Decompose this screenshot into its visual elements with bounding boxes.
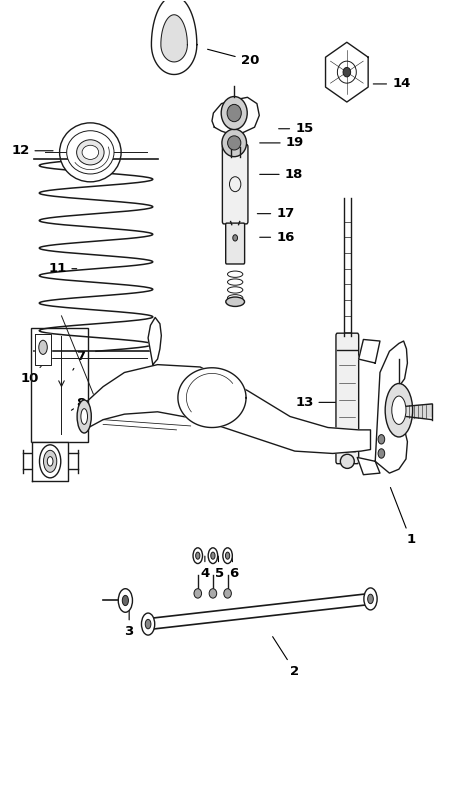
- Ellipse shape: [337, 61, 357, 83]
- Text: 19: 19: [260, 136, 304, 149]
- Text: 6: 6: [228, 556, 238, 580]
- Ellipse shape: [196, 552, 200, 559]
- Text: 10: 10: [20, 365, 42, 385]
- Ellipse shape: [211, 552, 215, 559]
- Ellipse shape: [364, 588, 377, 610]
- Text: 12: 12: [11, 144, 53, 157]
- Text: 7: 7: [73, 350, 86, 370]
- Polygon shape: [359, 339, 380, 363]
- Ellipse shape: [233, 235, 238, 241]
- Ellipse shape: [392, 396, 406, 424]
- FancyBboxPatch shape: [226, 223, 245, 264]
- Polygon shape: [406, 404, 432, 420]
- Ellipse shape: [378, 435, 385, 444]
- Ellipse shape: [226, 297, 245, 306]
- Ellipse shape: [60, 123, 121, 181]
- Ellipse shape: [340, 454, 354, 469]
- Ellipse shape: [77, 140, 104, 165]
- Ellipse shape: [122, 596, 129, 606]
- Ellipse shape: [209, 589, 217, 598]
- Polygon shape: [357, 458, 380, 475]
- Polygon shape: [151, 0, 197, 74]
- Ellipse shape: [81, 409, 88, 424]
- Text: 14: 14: [373, 77, 410, 91]
- Bar: [31, 327, 88, 442]
- Polygon shape: [84, 365, 370, 454]
- Ellipse shape: [82, 145, 99, 159]
- Ellipse shape: [39, 340, 47, 354]
- Ellipse shape: [228, 136, 241, 150]
- Text: 3: 3: [125, 610, 134, 638]
- Polygon shape: [212, 97, 259, 133]
- Ellipse shape: [224, 589, 231, 598]
- Ellipse shape: [367, 594, 373, 604]
- Text: 15: 15: [278, 122, 313, 135]
- Text: 18: 18: [260, 168, 303, 181]
- Ellipse shape: [194, 589, 201, 598]
- Text: 4: 4: [200, 556, 209, 580]
- Ellipse shape: [221, 96, 247, 129]
- Text: 2: 2: [273, 637, 299, 678]
- Text: 16: 16: [260, 230, 295, 244]
- Ellipse shape: [226, 552, 230, 559]
- Ellipse shape: [385, 383, 413, 437]
- Polygon shape: [161, 15, 188, 62]
- Ellipse shape: [222, 129, 247, 157]
- Ellipse shape: [43, 451, 57, 473]
- Text: 9: 9: [40, 454, 52, 472]
- FancyBboxPatch shape: [336, 333, 359, 464]
- Ellipse shape: [193, 548, 202, 563]
- Text: 20: 20: [208, 49, 259, 67]
- Ellipse shape: [227, 104, 241, 122]
- Polygon shape: [326, 43, 368, 102]
- Ellipse shape: [378, 449, 385, 458]
- Text: 8: 8: [71, 398, 86, 410]
- Polygon shape: [148, 317, 161, 365]
- Polygon shape: [178, 368, 246, 428]
- Polygon shape: [35, 334, 50, 365]
- Polygon shape: [375, 341, 407, 473]
- Ellipse shape: [208, 548, 218, 563]
- Ellipse shape: [118, 589, 132, 612]
- Ellipse shape: [223, 548, 232, 563]
- Text: 17: 17: [258, 208, 295, 220]
- Ellipse shape: [77, 400, 91, 433]
- Ellipse shape: [343, 67, 351, 77]
- Text: 11: 11: [48, 262, 77, 275]
- Ellipse shape: [40, 445, 61, 478]
- Text: 1: 1: [390, 488, 415, 547]
- Ellipse shape: [67, 131, 114, 174]
- Polygon shape: [32, 442, 68, 481]
- FancyBboxPatch shape: [222, 144, 248, 224]
- Text: 13: 13: [295, 396, 344, 409]
- Text: 5: 5: [215, 556, 224, 580]
- Ellipse shape: [145, 619, 151, 629]
- Ellipse shape: [47, 457, 53, 466]
- Ellipse shape: [141, 613, 155, 635]
